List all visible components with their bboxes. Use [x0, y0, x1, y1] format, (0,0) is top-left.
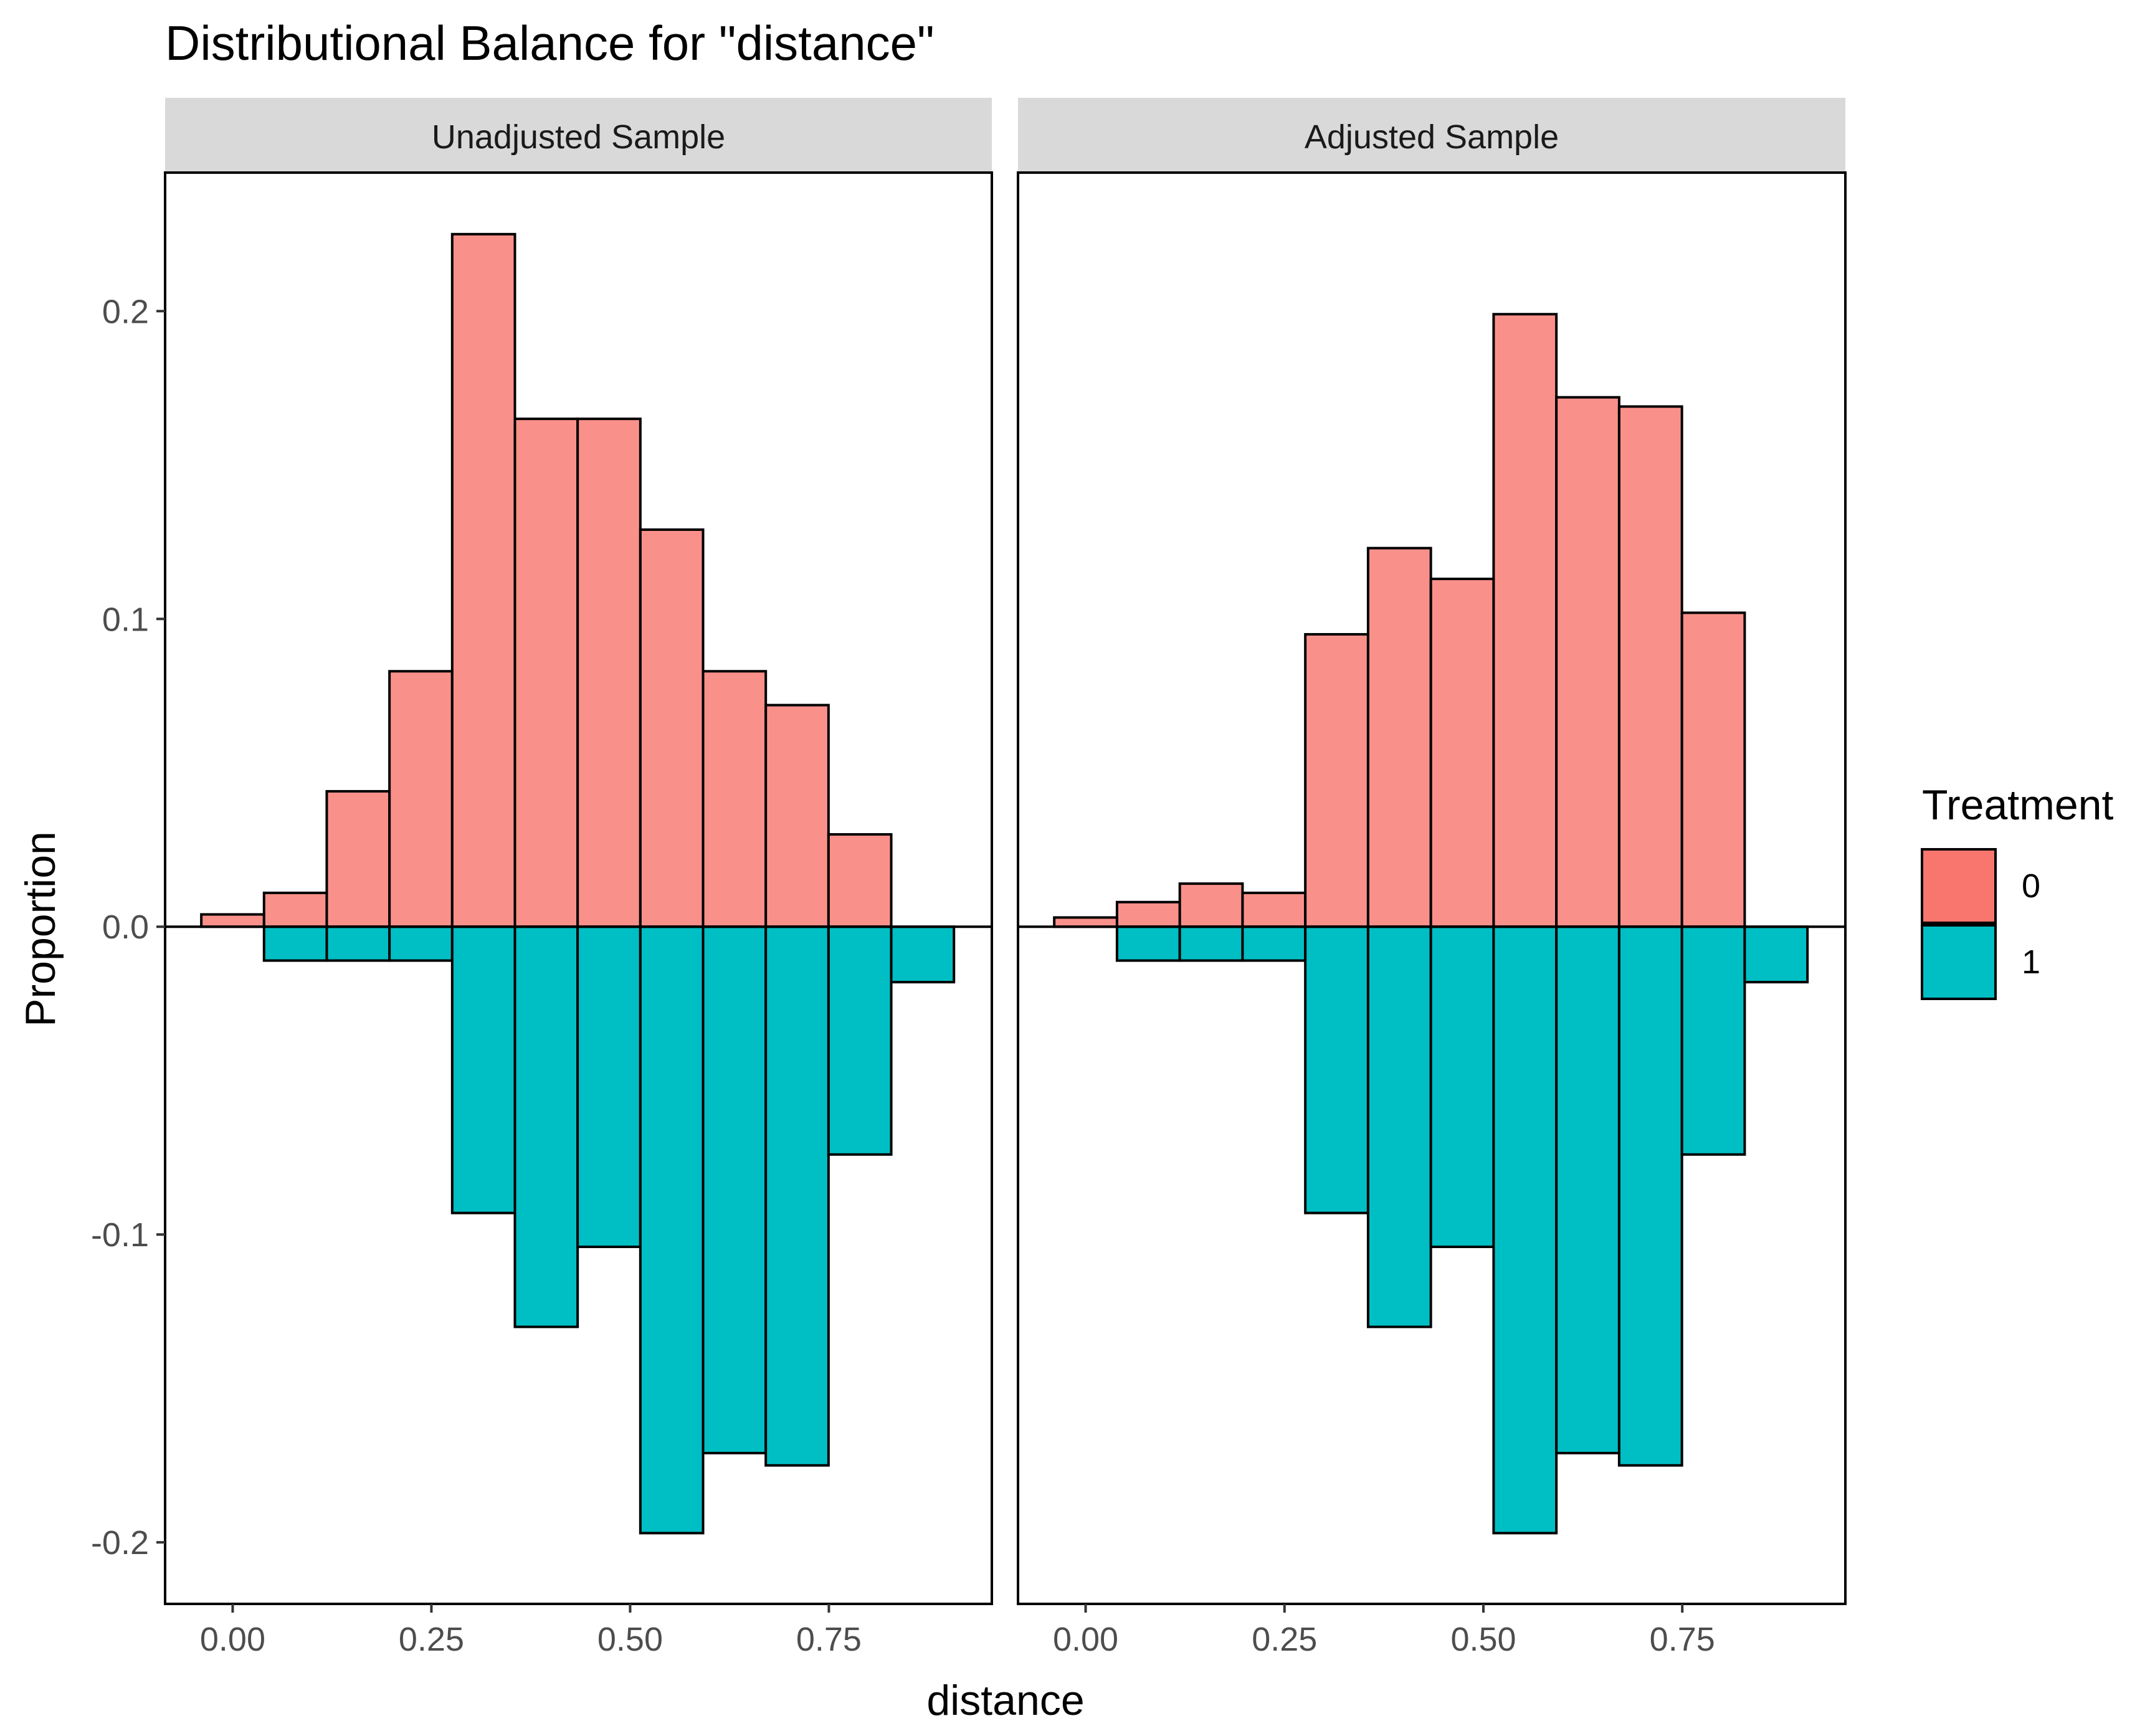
legend-label-treatment-1: 1	[2022, 943, 2040, 981]
bar-treatment-1	[764, 925, 830, 1467]
x-tick-label: 0.75	[796, 1621, 862, 1658]
legend-key-treatment-0	[1921, 848, 1997, 924]
bar-treatment-0	[1429, 578, 1495, 928]
x-tick-label: 0.75	[1650, 1621, 1715, 1658]
x-tick-label: 0.50	[1450, 1621, 1516, 1658]
bar-treatment-0	[1304, 632, 1369, 928]
panel-border	[164, 171, 993, 1605]
y-tick-label: 0.0	[102, 909, 149, 946]
panel-border	[1017, 171, 1847, 1605]
bar-treatment-0	[513, 417, 579, 928]
bar-treatment-1	[1743, 925, 1809, 984]
facet-strip-label: Unadjusted Sample	[432, 118, 725, 156]
bar-treatment-0	[1680, 611, 1746, 928]
x-tick-label: 0.25	[1252, 1621, 1317, 1658]
bar-treatment-0	[1617, 405, 1683, 928]
bar-treatment-1	[262, 925, 328, 962]
bar-treatment-0	[827, 833, 893, 928]
bar-treatment-1	[1115, 925, 1181, 962]
x-axis-title: distance	[926, 1677, 1084, 1724]
bar-treatment-1	[1366, 925, 1432, 1328]
bar-treatment-0	[1366, 546, 1432, 928]
bar-treatment-0	[388, 670, 454, 928]
x-tick-label: 0.25	[399, 1621, 464, 1658]
bar-treatment-1	[1429, 925, 1495, 1248]
y-tick-label: 0.1	[102, 601, 149, 638]
bar-treatment-0	[702, 670, 768, 928]
bar-treatment-0	[450, 232, 516, 928]
bar-treatment-0	[1492, 313, 1558, 928]
bar-treatment-1	[1555, 925, 1620, 1454]
bar-treatment-1	[827, 925, 893, 1156]
bar-treatment-1	[890, 925, 956, 984]
bar-treatment-0	[576, 417, 642, 928]
bar-treatment-1	[450, 925, 516, 1214]
bar-treatment-1	[388, 925, 454, 962]
bar-treatment-1	[576, 925, 642, 1248]
facet-panel-1: Unadjusted Sample 0.00 0.25 0.50 0.75	[164, 98, 993, 1658]
bar-treatment-1	[702, 925, 768, 1454]
legend-title: Treatment	[1922, 781, 2113, 829]
bar-treatment-0	[200, 913, 265, 928]
bar-treatment-0	[1053, 916, 1118, 928]
facet-panel-2: Adjusted Sample 0.00 0.25 0.50 0.75	[1017, 98, 1847, 1658]
bar-treatment-0	[1555, 396, 1620, 928]
bar-treatment-0	[764, 703, 830, 928]
bar-treatment-1	[1241, 925, 1307, 962]
x-tick-label: 0.00	[200, 1621, 265, 1658]
facet-strip-label: Adjusted Sample	[1305, 118, 1559, 156]
y-tick-label: -0.1	[91, 1216, 149, 1254]
bar-treatment-0	[1178, 882, 1244, 928]
x-tick-label: 0.00	[1053, 1621, 1118, 1658]
facet-strip	[165, 98, 992, 173]
chart-title: Distributional Balance for "distance"	[165, 16, 935, 70]
bar-treatment-1	[1680, 925, 1746, 1156]
bar-treatment-1	[639, 925, 705, 1535]
bar-treatment-0	[262, 891, 328, 928]
bar-treatment-1	[325, 925, 391, 962]
bar-treatment-1	[513, 925, 579, 1328]
x-tick-label: 0.50	[597, 1621, 663, 1658]
legend-label-treatment-0: 0	[2022, 867, 2040, 905]
bar-treatment-0	[639, 528, 705, 928]
bar-treatment-1	[1617, 925, 1683, 1467]
y-tick-label: 0.2	[102, 293, 149, 330]
bar-treatment-1	[1178, 925, 1244, 962]
bar-treatment-0	[1115, 900, 1181, 928]
bar-treatment-1	[1304, 925, 1369, 1214]
bar-treatment-0	[1241, 891, 1307, 928]
y-tick-label: -0.2	[91, 1524, 149, 1562]
bar-treatment-1	[1492, 925, 1558, 1535]
bar-treatment-0	[325, 789, 391, 928]
legend: Treatment 0 1	[1921, 781, 2113, 1000]
facet-strip	[1018, 98, 1845, 173]
y-axis-title: Proportion	[17, 831, 64, 1027]
legend-key-treatment-1	[1921, 924, 1997, 1000]
